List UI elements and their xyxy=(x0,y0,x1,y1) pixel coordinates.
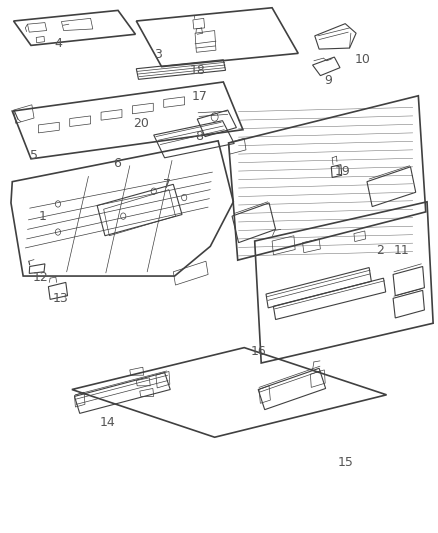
Text: 6: 6 xyxy=(113,157,120,169)
Text: 13: 13 xyxy=(52,292,68,305)
Text: 16: 16 xyxy=(250,345,266,358)
Text: 19: 19 xyxy=(335,165,351,177)
Text: 14: 14 xyxy=(100,416,116,430)
Text: 1: 1 xyxy=(39,209,47,223)
Text: 11: 11 xyxy=(394,244,410,257)
Text: 7: 7 xyxy=(163,178,171,191)
Text: 20: 20 xyxy=(133,117,148,130)
Text: 5: 5 xyxy=(30,149,38,161)
Text: 17: 17 xyxy=(191,90,207,103)
Text: 3: 3 xyxy=(154,48,162,61)
Text: 4: 4 xyxy=(54,37,62,50)
Text: 9: 9 xyxy=(324,75,332,87)
Text: 10: 10 xyxy=(355,53,371,66)
Text: 12: 12 xyxy=(33,271,49,284)
Text: 2: 2 xyxy=(376,244,384,257)
Text: 15: 15 xyxy=(337,456,353,469)
Text: 8: 8 xyxy=(195,130,203,143)
Text: 18: 18 xyxy=(189,64,205,77)
